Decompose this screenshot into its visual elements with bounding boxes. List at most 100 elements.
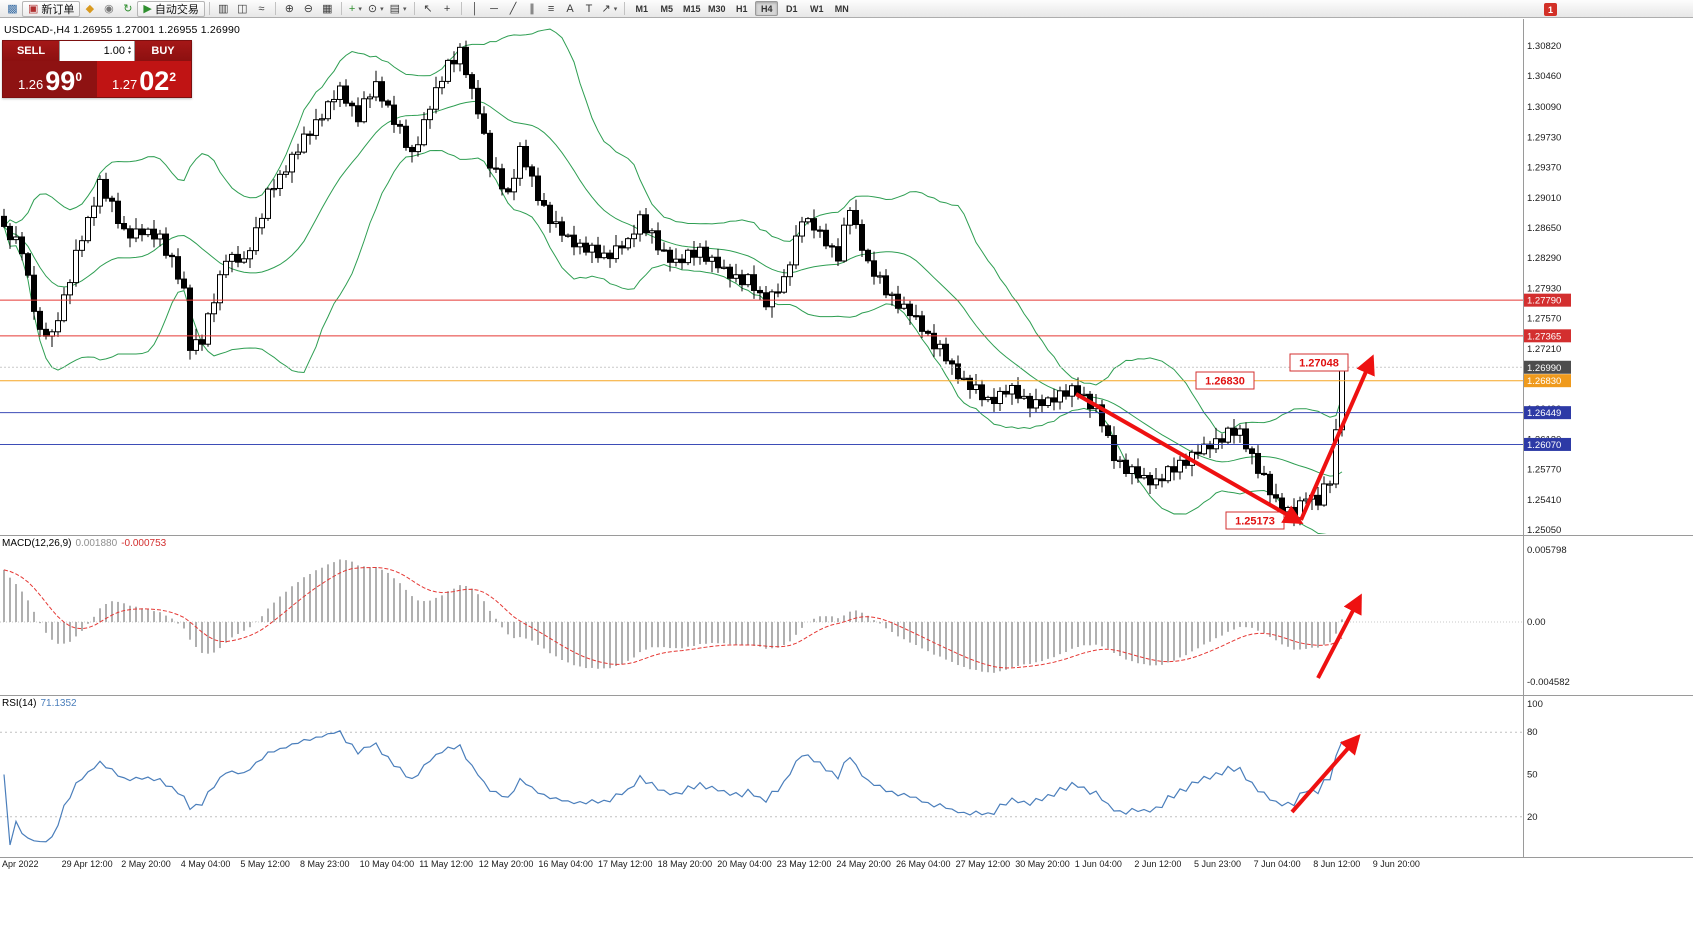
price-axis[interactable]: 1.30820 1.30460 1.30090 1.29730 1.29370 1.290… xyxy=(1524,41,1571,536)
vertical-line-button[interactable]: │ xyxy=(466,1,485,17)
cursor-button[interactable]: ↖ xyxy=(419,1,438,17)
indicators-button[interactable]: + ▾ xyxy=(346,1,365,17)
sounds-icon: ◉ xyxy=(104,2,114,15)
timeframe-m1-button[interactable]: M1 xyxy=(635,3,649,14)
autotrading-label: 自动交易 xyxy=(154,3,199,16)
sell-price-prefix: 1.26 xyxy=(17,77,44,92)
price-axis-label: 1.28290 xyxy=(1527,253,1561,264)
level-price-tag xyxy=(1524,437,1571,451)
price-annotation-box[interactable] xyxy=(1289,353,1349,372)
text-button[interactable]: A xyxy=(561,1,580,17)
periods-icon: ⊙ xyxy=(367,2,378,15)
time-axis-label: 24 May 20:00 xyxy=(836,859,891,869)
buy-button[interactable]: BUY xyxy=(135,41,191,61)
tile-windows-button[interactable]: ▦ xyxy=(318,1,337,17)
macd-signal-value: -0.000753 xyxy=(121,538,167,549)
fibonacci-button[interactable]: ≡ xyxy=(542,1,561,17)
bollinger-upper-band xyxy=(3,28,1343,434)
bar-chart-mode-button[interactable]: ▥ xyxy=(214,1,233,17)
text-label-button[interactable]: T xyxy=(580,1,599,17)
sell-button[interactable]: SELL xyxy=(3,41,59,61)
crosshair-button[interactable]: + xyxy=(438,1,457,17)
toolbar-separator xyxy=(340,2,342,15)
main-chart-area[interactable] xyxy=(0,28,1523,547)
timeframe-w1-button[interactable]: W1 xyxy=(810,3,824,14)
timeframe-m15-button[interactable]: M15 xyxy=(683,3,701,14)
timeframe-d1-button[interactable]: D1 xyxy=(786,3,798,14)
notification-badge[interactable]: 1 xyxy=(1544,3,1557,16)
candlestick-series xyxy=(1,40,1345,527)
periods-caret-icon[interactable]: ▾ xyxy=(380,5,384,13)
buy-price-button[interactable]: 1.27 02 2 xyxy=(97,61,191,97)
crosshair-icon: + xyxy=(443,2,451,15)
time-axis-label: 26 May 04:00 xyxy=(896,859,951,869)
macd-scale-bottom: -0.004582 xyxy=(1527,677,1570,688)
zoom-out-button[interactable]: ⊖ xyxy=(299,1,318,17)
sell-price-button[interactable]: 1.26 99 0 xyxy=(3,61,97,97)
bar-chart-mode-icon: ▥ xyxy=(218,2,229,15)
candlestick-mode-button[interactable]: ◫ xyxy=(233,1,252,17)
current-price-tag xyxy=(1524,360,1571,374)
refresh-icon: ↻ xyxy=(123,2,133,15)
timeframe-mn-button[interactable]: MN xyxy=(834,3,849,14)
volume-stepper[interactable]: ▴ ▾ xyxy=(127,45,131,56)
periods-button[interactable]: ⊙ ▾ xyxy=(365,1,387,17)
time-axis-label: 20 May 04:00 xyxy=(717,859,772,869)
time-axis-label: Apr 2022 xyxy=(2,859,39,869)
price-annotation-box[interactable] xyxy=(1195,371,1255,390)
favorites-icon: ◆ xyxy=(85,2,95,15)
zoom-in-button[interactable]: ⊕ xyxy=(280,1,299,17)
price-annotation-text: 1.27048 xyxy=(1299,358,1339,370)
price-tag-text: 1.26830 xyxy=(1527,376,1561,387)
arrows-button[interactable]: ↗ ▾ xyxy=(599,1,621,17)
templates-caret-icon[interactable]: ▾ xyxy=(403,5,407,13)
time-axis-label: 11 May 12:00 xyxy=(419,859,473,869)
refresh-button[interactable]: ↻ xyxy=(118,1,137,17)
time-axis-label: 5 May 12:00 xyxy=(240,859,290,869)
time-axis-label: 2 May 20:00 xyxy=(121,859,171,869)
sounds-button[interactable]: ◉ xyxy=(99,1,118,17)
rsi-panel[interactable] xyxy=(0,730,1523,846)
level-price-tag xyxy=(1524,293,1571,307)
timeframe-h1-button[interactable]: H1 xyxy=(736,3,748,14)
timeframe-m30-button[interactable]: M30 xyxy=(708,3,726,14)
stepper-up-icon[interactable]: ▴ xyxy=(127,45,131,51)
time-axis[interactable]: Apr 2022 29 Apr 12:00 2 May 20:00 4 May 04:… xyxy=(2,859,1420,869)
arrows-caret-icon[interactable]: ▾ xyxy=(613,5,618,13)
templates-button[interactable]: ▤ ▾ xyxy=(387,1,410,17)
trend-arrow[interactable] xyxy=(1316,593,1362,679)
price-tag-text: 1.26449 xyxy=(1527,408,1561,419)
macd-panel[interactable] xyxy=(0,559,1523,673)
equidistant-channel-button[interactable]: ∥ xyxy=(523,1,542,17)
autotrading-button[interactable]: ▶ 自动交易 xyxy=(137,0,205,17)
horizontal-line-button[interactable]: ─ xyxy=(485,1,504,17)
trend-arrow[interactable] xyxy=(1290,733,1361,814)
indicators-caret-icon[interactable]: ▾ xyxy=(358,5,362,13)
buy-price-prefix: 1.27 xyxy=(111,77,138,92)
macd-signal-line xyxy=(3,566,1343,669)
rsi-scale-label: 80 xyxy=(1527,727,1538,738)
price-axis-label: 1.27210 xyxy=(1527,344,1561,355)
time-axis-label: 8 May 23:00 xyxy=(300,859,350,869)
timeframe-h4-button[interactable]: H4 xyxy=(755,1,779,16)
templates-icon: ▤ xyxy=(389,2,401,15)
new-chart-button[interactable]: ▩ xyxy=(3,1,22,17)
volume-field[interactable]: 1.00 ▴ ▾ xyxy=(59,41,135,61)
favorites-button[interactable]: ◆ xyxy=(80,1,99,17)
text-label-icon: T xyxy=(585,2,593,15)
new-order-button[interactable]: ▣ 新订单 xyxy=(22,0,81,17)
stepper-down-icon[interactable]: ▾ xyxy=(127,50,131,56)
price-axis-label: 1.29730 xyxy=(1527,132,1561,143)
trendline-button[interactable]: ╱ xyxy=(504,1,523,17)
fibonacci-icon: ≡ xyxy=(547,2,555,15)
timeframe-m5-button[interactable]: M5 xyxy=(660,3,674,14)
price-axis-label: 1.28650 xyxy=(1527,223,1561,234)
rsi-scale-label: 20 xyxy=(1527,812,1538,823)
zoom-out-icon: ⊖ xyxy=(303,2,313,15)
rsi-indicator-label: RSI(14) 71.1352 xyxy=(2,698,77,709)
line-chart-mode-button[interactable]: ≈ xyxy=(252,1,271,17)
cursor-icon: ↖ xyxy=(423,2,433,15)
trend-arrow[interactable] xyxy=(1075,392,1304,524)
trend-arrow[interactable] xyxy=(1299,354,1375,521)
